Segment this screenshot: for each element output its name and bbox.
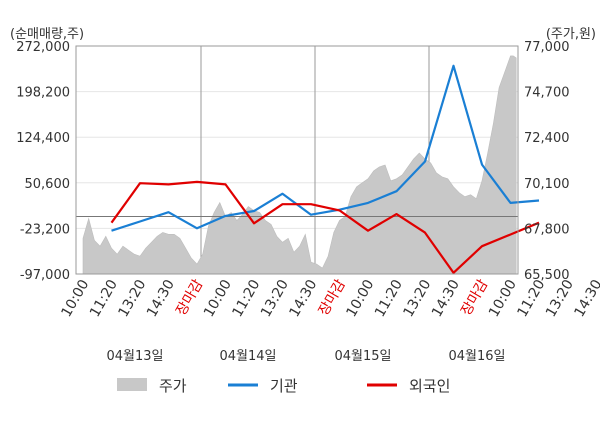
- x-tick-label: 11:20: [229, 277, 263, 320]
- day-label: 04월13일: [106, 349, 163, 364]
- x-tick-label: 10:00: [486, 277, 520, 320]
- legend-label: 외국인: [409, 377, 450, 395]
- x-tick-label: 14:30: [286, 277, 320, 320]
- left-tick-label: 50,600: [25, 177, 71, 192]
- left-tick-label: 198,200: [16, 86, 70, 101]
- series-line-foreign: [110, 180, 540, 274]
- right-axis-unit-label: (주가,원): [546, 27, 596, 42]
- legend-label: 기관: [270, 377, 298, 395]
- x-tick-label: 14:30: [571, 277, 600, 320]
- right-tick-label: 77,000: [524, 40, 570, 55]
- x-tick-label: 13:20: [258, 277, 292, 320]
- left-tick-label: -97,000: [20, 268, 70, 283]
- x-tick-label: 10:00: [201, 277, 235, 320]
- left-axis-unit-label: (순매매량,주): [10, 27, 84, 42]
- left-tick-label: 272,000: [16, 40, 70, 55]
- x-tick-label: 13:20: [400, 277, 434, 320]
- legend: 주가 기관 외국인: [117, 377, 450, 395]
- price-area-layer: [82, 55, 517, 275]
- legend-item: 외국인: [367, 377, 450, 395]
- x-tick-label: 11:20: [514, 277, 548, 320]
- x-tick-label: 13:20: [543, 277, 577, 320]
- legend-item: 주가: [117, 377, 187, 395]
- right-tick-label: 74,700: [524, 86, 570, 101]
- series-lines: [110, 64, 540, 274]
- x-tick-label: 10:00: [58, 277, 92, 320]
- legend-label: 주가: [159, 377, 187, 395]
- series-area-price: [82, 55, 517, 275]
- series-line-institution: [111, 64, 540, 232]
- right-tick-label: 67,800: [524, 222, 570, 237]
- plot-frame: [75, 45, 519, 275]
- day-label: 04월14일: [219, 349, 276, 364]
- left-axis-ticks: 272,000 198,200 124,400 50,600 -23,200 -97,00…: [16, 40, 70, 283]
- right-tick-label: 72,400: [524, 131, 570, 146]
- day-label: 04월15일: [334, 349, 391, 364]
- x-tick-label: 11:20: [372, 277, 406, 320]
- left-tick-label: 124,400: [16, 131, 70, 146]
- x-tick-label: 14:30: [429, 277, 463, 320]
- x-axis-ticks: 10:0011:2013:2014:30장마감10:0011:2013:2014…: [58, 277, 600, 320]
- left-tick-label: -23,200: [20, 222, 70, 237]
- legend-swatch: [117, 378, 147, 391]
- x-tick-label: 11:20: [87, 277, 121, 320]
- right-tick-label: 65,500: [524, 268, 570, 283]
- x-tick-label: 13:20: [115, 277, 149, 320]
- x-tick-label: 10:00: [343, 277, 377, 320]
- day-label: 04월16일: [448, 349, 505, 364]
- right-tick-label: 70,100: [524, 177, 570, 192]
- legend-item: 기관: [228, 377, 298, 395]
- right-axis-ticks: 77,000 74,700 72,400 70,100 67,800 65,500: [524, 40, 570, 283]
- day-labels: 04월13일 04월14일 04월15일 04월16일: [106, 349, 505, 364]
- x-tick-label: 14:30: [144, 277, 178, 320]
